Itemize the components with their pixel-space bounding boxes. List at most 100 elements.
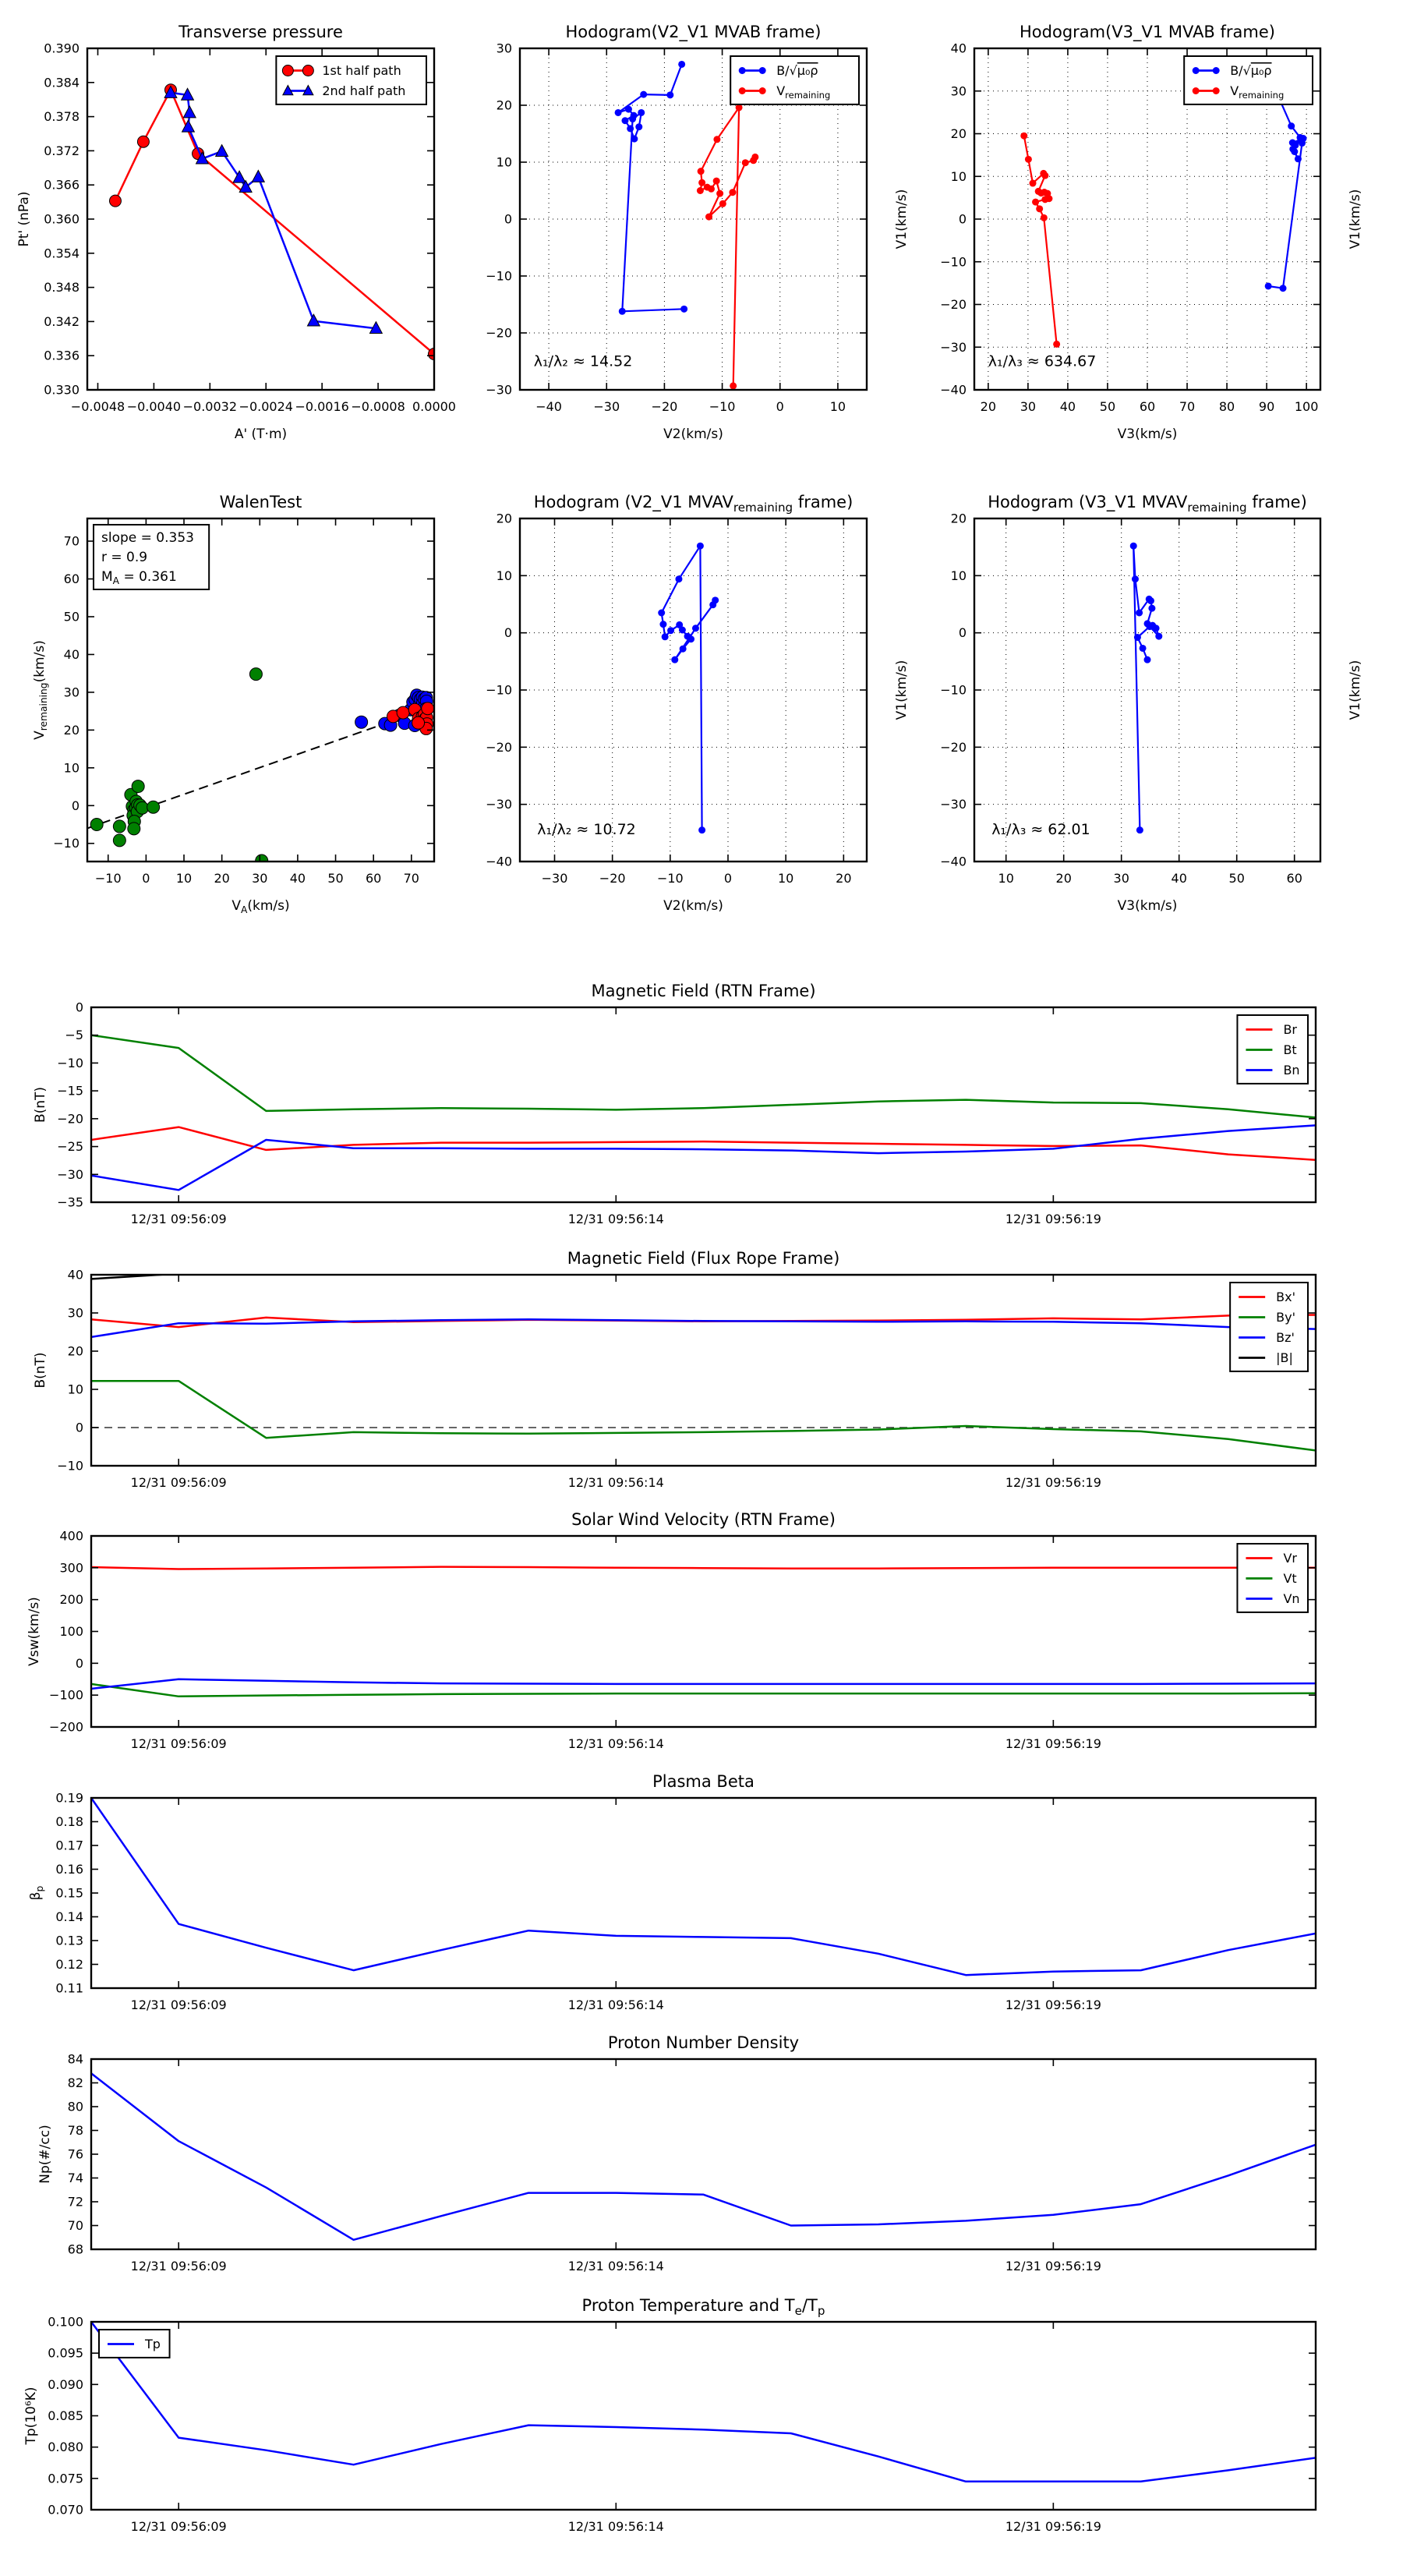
marker-dot bbox=[621, 117, 629, 125]
marker-dot bbox=[666, 91, 674, 99]
solar-wind-velocity-ticks bbox=[91, 1535, 1316, 1728]
proton-number-density-ytick-label: 70 bbox=[68, 2218, 83, 2233]
walen-test-ytick-label: 0 bbox=[72, 798, 80, 813]
hodogram-v3v1-mvab-ytick-label: −20 bbox=[940, 297, 967, 312]
solar-wind-velocity-ylabel: Vsw(km/s) bbox=[27, 1597, 42, 1666]
hodogram-v2v1-mvab-series-1 bbox=[699, 106, 756, 386]
hodogram-v2v1-mvav-xtick-label: 20 bbox=[836, 871, 851, 886]
marker-dot bbox=[1288, 139, 1296, 147]
marker-dot bbox=[1279, 285, 1287, 292]
marker-dot bbox=[1053, 340, 1061, 348]
proton-temperature-series-0 bbox=[91, 2322, 1316, 2483]
marker-dot bbox=[1147, 597, 1154, 605]
walen-test-xtick-label: −10 bbox=[95, 871, 122, 886]
hodogram-v3v1-mvab-xtick-label: 100 bbox=[1295, 399, 1319, 414]
chart-magnetic-field-flux-rope: 12/31 09:56:09 12/31 09:56:14 12/31 09:56:… bbox=[33, 1249, 1317, 1490]
marker-dot bbox=[707, 185, 715, 193]
hodogram-v3v1-mvab-xtick-label: 20 bbox=[981, 399, 996, 414]
legend-label: B/√μ₀ρ bbox=[1230, 63, 1271, 78]
proton-number-density-ytick-label: 78 bbox=[68, 2123, 83, 2138]
marker-dot bbox=[629, 115, 637, 123]
walen-test-xtick-label: 40 bbox=[290, 871, 306, 886]
hodogram-v3v1-mvav-title: Hodogram (V3_V1 MVAVremaining frame) bbox=[988, 493, 1307, 515]
transverse-pressure-ytick-label: 0.390 bbox=[44, 41, 80, 56]
hodogram-v3v1-mvab-ytick-label: 40 bbox=[951, 41, 967, 56]
walen-test-xtick-label: 50 bbox=[327, 871, 343, 886]
hodogram-v3v1-mvav-xlabel: V3(km/s) bbox=[1118, 898, 1178, 914]
proton-temperature-ytick-label: 0.100 bbox=[48, 2315, 83, 2330]
transverse-pressure-ytick-label: 0.348 bbox=[44, 280, 80, 295]
hodogram-v2v1-mvab-ytick-label: 10 bbox=[497, 155, 512, 170]
marker-triangle bbox=[251, 169, 266, 182]
marker-triangle bbox=[282, 84, 294, 96]
marker-circle bbox=[90, 818, 104, 832]
marker-triangle bbox=[302, 84, 314, 96]
hodogram-v2v1-mvav-ytick-label: 20 bbox=[497, 511, 512, 526]
hodogram-v2v1-mvav-ytick-label: −40 bbox=[486, 855, 512, 869]
magnetic-field-rtn-ticks bbox=[91, 1007, 1316, 1203]
chart-transverse-pressure: −0.0048 −0.0040 −0.0032 −0.0024 −0.0016 −0.00… bbox=[16, 23, 456, 442]
marker-dot bbox=[1291, 147, 1299, 155]
solar-wind-velocity-title: Solar Wind Velocity (RTN Frame) bbox=[571, 1510, 836, 1529]
marker-dot bbox=[1299, 140, 1306, 147]
solar-wind-velocity-series-2 bbox=[91, 1678, 1316, 1690]
proton-number-density-ytick-label: 72 bbox=[68, 2195, 83, 2210]
marker-dot bbox=[1032, 198, 1040, 206]
chart-hodogram-v2v1-mvav: −30 −20 −10 0 10 20 20 10 0 −10 −20 −30 −40 Hodogram … bbox=[486, 493, 910, 914]
magnetic-field-flux-rope-ylabel: B(nT) bbox=[33, 1352, 48, 1388]
marker-dot bbox=[751, 153, 759, 161]
solar-wind-velocity-ytick-label: −100 bbox=[49, 1688, 83, 1703]
hodogram-v3v1-mvav-ytick-label: 20 bbox=[951, 511, 967, 526]
marker-dot bbox=[1024, 155, 1032, 163]
hodogram-v3v1-mvab-xtick-label: 50 bbox=[1100, 399, 1115, 414]
hodogram-v2v1-mvav-xtick-label: −10 bbox=[657, 871, 684, 886]
marker-dot bbox=[1139, 644, 1147, 652]
marker-dot bbox=[1148, 604, 1156, 612]
marker-circle bbox=[412, 716, 426, 730]
hodogram-v2v1-mvab-ticks bbox=[520, 48, 867, 391]
proton-temperature-ylabel: Tp(10⁶K) bbox=[23, 2387, 39, 2445]
hodogram-v3v1-mvab-ytick-label: 0 bbox=[959, 212, 967, 227]
plasma-beta-xtick-label: 12/31 09:56:19 bbox=[1005, 1997, 1101, 2012]
marker-dot bbox=[1133, 634, 1141, 642]
marker-dot bbox=[1143, 656, 1151, 663]
transverse-pressure-xtick-label: −0.0024 bbox=[239, 399, 293, 414]
marker-circle bbox=[131, 780, 145, 794]
hodogram-v2v1-mvab-ytick-label: −10 bbox=[486, 269, 512, 284]
marker-circle bbox=[396, 706, 410, 720]
solar-wind-velocity-series-1 bbox=[91, 1683, 1316, 1698]
hodogram-v2v1-mvab-xlabel: V2(km/s) bbox=[663, 426, 723, 442]
hodogram-v3v1-mvab-legend: B/√μ₀ρ Vremaining bbox=[1183, 55, 1313, 105]
hodogram-v2v1-mvab-xtick-label: 0 bbox=[776, 399, 784, 414]
magnetic-field-flux-rope-series-1 bbox=[91, 1379, 1316, 1452]
transverse-pressure-xtick-label: −0.0032 bbox=[183, 399, 237, 414]
magnetic-field-rtn-xtick-label: 12/31 09:56:09 bbox=[131, 1212, 227, 1226]
hodogram-v3v1-mvab-xtick-label: 40 bbox=[1060, 399, 1076, 414]
marker-dot bbox=[687, 635, 695, 643]
hodogram-v3v1-mvab-ytick-label: −10 bbox=[940, 254, 967, 269]
walen-test-ylabel: Vremaining(km/s) bbox=[32, 640, 49, 740]
hodogram-v3v1-mvav-ytick-label: −30 bbox=[940, 797, 967, 812]
magnetic-field-rtn-ytick-label: −10 bbox=[57, 1056, 83, 1070]
chart-proton-number-density: 12/31 09:56:09 12/31 09:56:14 12/31 09:56:… bbox=[37, 2033, 1317, 2273]
walen-test-ytick-label: 30 bbox=[64, 685, 80, 699]
marker-dot bbox=[1129, 542, 1137, 550]
marker-triangle bbox=[232, 170, 246, 183]
walen-test-ytick-label: 70 bbox=[64, 534, 80, 549]
solar-wind-velocity-ytick-label: −200 bbox=[49, 1720, 83, 1735]
solar-wind-velocity-xtick-label: 12/31 09:56:14 bbox=[568, 1736, 664, 1751]
hodogram-v3v1-mvav-xtick-label: 40 bbox=[1172, 871, 1187, 886]
magnetic-field-flux-rope-ytick-label: 30 bbox=[68, 1306, 83, 1321]
magnetic-field-flux-rope-series-2 bbox=[91, 1318, 1316, 1339]
chart-hodogram-v3v1-mvav: 10 20 30 40 50 60 20 10 0 −10 −20 −30 −40 Hodogram (V… bbox=[940, 493, 1363, 914]
chart-hodogram-v3v1-mvab: 20 30 40 50 60 70 80 90 100403020100−10−20−30−40… bbox=[940, 23, 1363, 442]
stats-line: r = 0.9 bbox=[101, 550, 147, 565]
magnetic-field-flux-rope-ytick-label: 40 bbox=[68, 1268, 83, 1283]
stats-line: slope = 0.353 bbox=[101, 530, 194, 546]
walen-test-xtick-label: 30 bbox=[252, 871, 267, 886]
proton-number-density-xtick-label: 12/31 09:56:09 bbox=[131, 2259, 227, 2273]
magnetic-field-flux-rope-xtick-label: 12/31 09:56:19 bbox=[1005, 1475, 1101, 1490]
